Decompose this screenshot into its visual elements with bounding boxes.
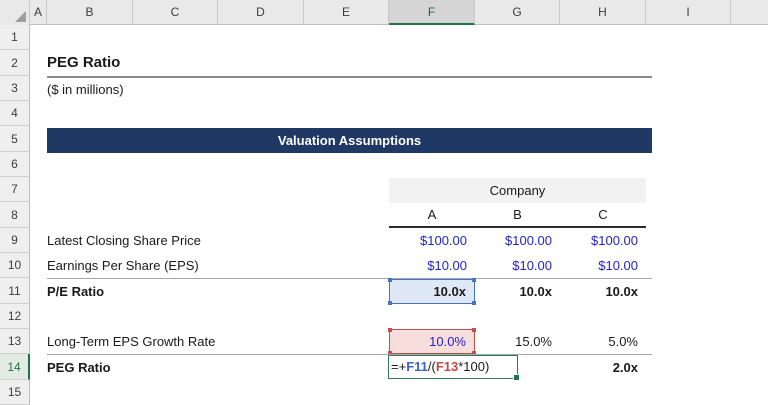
sheet-title[interactable]: PEG Ratio bbox=[47, 54, 121, 71]
cell-h9[interactable]: $100.00 bbox=[591, 233, 638, 248]
company-group-header[interactable]: Company bbox=[389, 178, 646, 203]
row-label-peg-ratio[interactable]: PEG Ratio bbox=[47, 360, 111, 375]
reference-handle[interactable] bbox=[388, 278, 392, 282]
cell-f10[interactable]: $10.00 bbox=[427, 258, 467, 273]
row-label-growth-rate[interactable]: Long-Term EPS Growth Rate bbox=[47, 334, 216, 349]
row-label-share-price[interactable]: Latest Closing Share Price bbox=[47, 233, 201, 248]
formula-token-ref-f13: F13 bbox=[435, 359, 459, 374]
row-header-9[interactable]: 9 bbox=[0, 228, 30, 253]
formula-token: /( bbox=[427, 359, 436, 374]
row-header-15[interactable]: 15 bbox=[0, 380, 30, 405]
reference-handle[interactable] bbox=[472, 301, 476, 305]
column-header-f-selected[interactable]: F bbox=[389, 0, 475, 25]
reference-handle[interactable] bbox=[472, 278, 476, 282]
cell-f14-formula-edit[interactable]: =+F11/(F13*100) bbox=[388, 355, 520, 381]
company-a-header[interactable]: A bbox=[389, 202, 475, 228]
row-header-3[interactable]: 3 bbox=[0, 76, 30, 101]
select-all-button[interactable] bbox=[0, 0, 30, 25]
row-header-4[interactable]: 4 bbox=[0, 101, 30, 126]
section-header-banner[interactable]: Valuation Assumptions bbox=[47, 128, 652, 153]
row-header-6[interactable]: 6 bbox=[0, 152, 30, 177]
row-header-2[interactable]: 2 bbox=[0, 50, 30, 76]
column-header-e[interactable]: E bbox=[304, 0, 389, 25]
cell-f13-value: 10.0% bbox=[429, 334, 466, 349]
column-header-h[interactable]: H bbox=[560, 0, 646, 25]
column-header-i[interactable]: I bbox=[646, 0, 731, 25]
row-header-8[interactable]: 8 bbox=[0, 202, 30, 228]
reference-handle[interactable] bbox=[472, 351, 476, 355]
cell-g9[interactable]: $100.00 bbox=[505, 233, 552, 248]
reference-handle[interactable] bbox=[472, 328, 476, 332]
cell-f9[interactable]: $100.00 bbox=[420, 233, 467, 248]
cell-f11-referenced[interactable]: 10.0x bbox=[388, 278, 476, 305]
cell-h14[interactable]: 2.0x bbox=[612, 360, 638, 375]
row-header-strip: 1 2 3 4 5 6 7 8 9 10 11 12 13 14 15 bbox=[0, 25, 30, 405]
cell-f13-referenced[interactable]: 10.0% bbox=[388, 328, 476, 355]
row-header-11[interactable]: 11 bbox=[0, 278, 30, 304]
cell-h13[interactable]: 5.0% bbox=[608, 334, 638, 349]
row-header-10[interactable]: 10 bbox=[0, 253, 30, 278]
row-header-7[interactable]: 7 bbox=[0, 177, 30, 202]
company-b-header[interactable]: B bbox=[475, 202, 560, 228]
row-header-5[interactable]: 5 bbox=[0, 126, 30, 152]
column-header-g[interactable]: G bbox=[475, 0, 560, 25]
row-label-pe-ratio[interactable]: P/E Ratio bbox=[47, 284, 105, 299]
column-header-strip: A B C D E F G H I bbox=[0, 0, 768, 25]
section-divider-line bbox=[47, 354, 652, 355]
row-label-eps[interactable]: Earnings Per Share (EPS) bbox=[47, 258, 199, 273]
row-header-1[interactable]: 1 bbox=[0, 25, 30, 50]
cell-g10[interactable]: $10.00 bbox=[512, 258, 552, 273]
column-header-a[interactable]: A bbox=[30, 0, 47, 25]
select-all-icon bbox=[15, 11, 26, 22]
section-divider-line bbox=[47, 278, 652, 279]
formula-token: *100) bbox=[458, 359, 490, 374]
cell-g13[interactable]: 15.0% bbox=[515, 334, 552, 349]
column-header-b[interactable]: B bbox=[47, 0, 133, 25]
sheet-subtitle[interactable]: ($ in millions) bbox=[47, 82, 124, 97]
fill-handle[interactable] bbox=[513, 374, 520, 381]
formula-token: =+ bbox=[391, 359, 407, 374]
reference-handle[interactable] bbox=[388, 328, 392, 332]
cell-g11[interactable]: 10.0x bbox=[519, 284, 552, 299]
row-header-12[interactable]: 12 bbox=[0, 304, 30, 329]
column-header-partial[interactable] bbox=[731, 0, 768, 25]
reference-handle[interactable] bbox=[388, 301, 392, 305]
row-header-14-selected[interactable]: 14 bbox=[0, 354, 30, 380]
row-header-13[interactable]: 13 bbox=[0, 329, 30, 354]
cell-h10[interactable]: $10.00 bbox=[598, 258, 638, 273]
company-c-header[interactable]: C bbox=[560, 202, 646, 228]
cell-h11[interactable]: 10.0x bbox=[605, 284, 638, 299]
reference-handle[interactable] bbox=[388, 351, 392, 355]
cell-f11-value: 10.0x bbox=[433, 284, 466, 299]
formula-token-ref-f11: F11 bbox=[406, 359, 428, 374]
column-header-c[interactable]: C bbox=[133, 0, 218, 25]
column-header-d[interactable]: D bbox=[218, 0, 304, 25]
title-underline bbox=[47, 76, 652, 78]
